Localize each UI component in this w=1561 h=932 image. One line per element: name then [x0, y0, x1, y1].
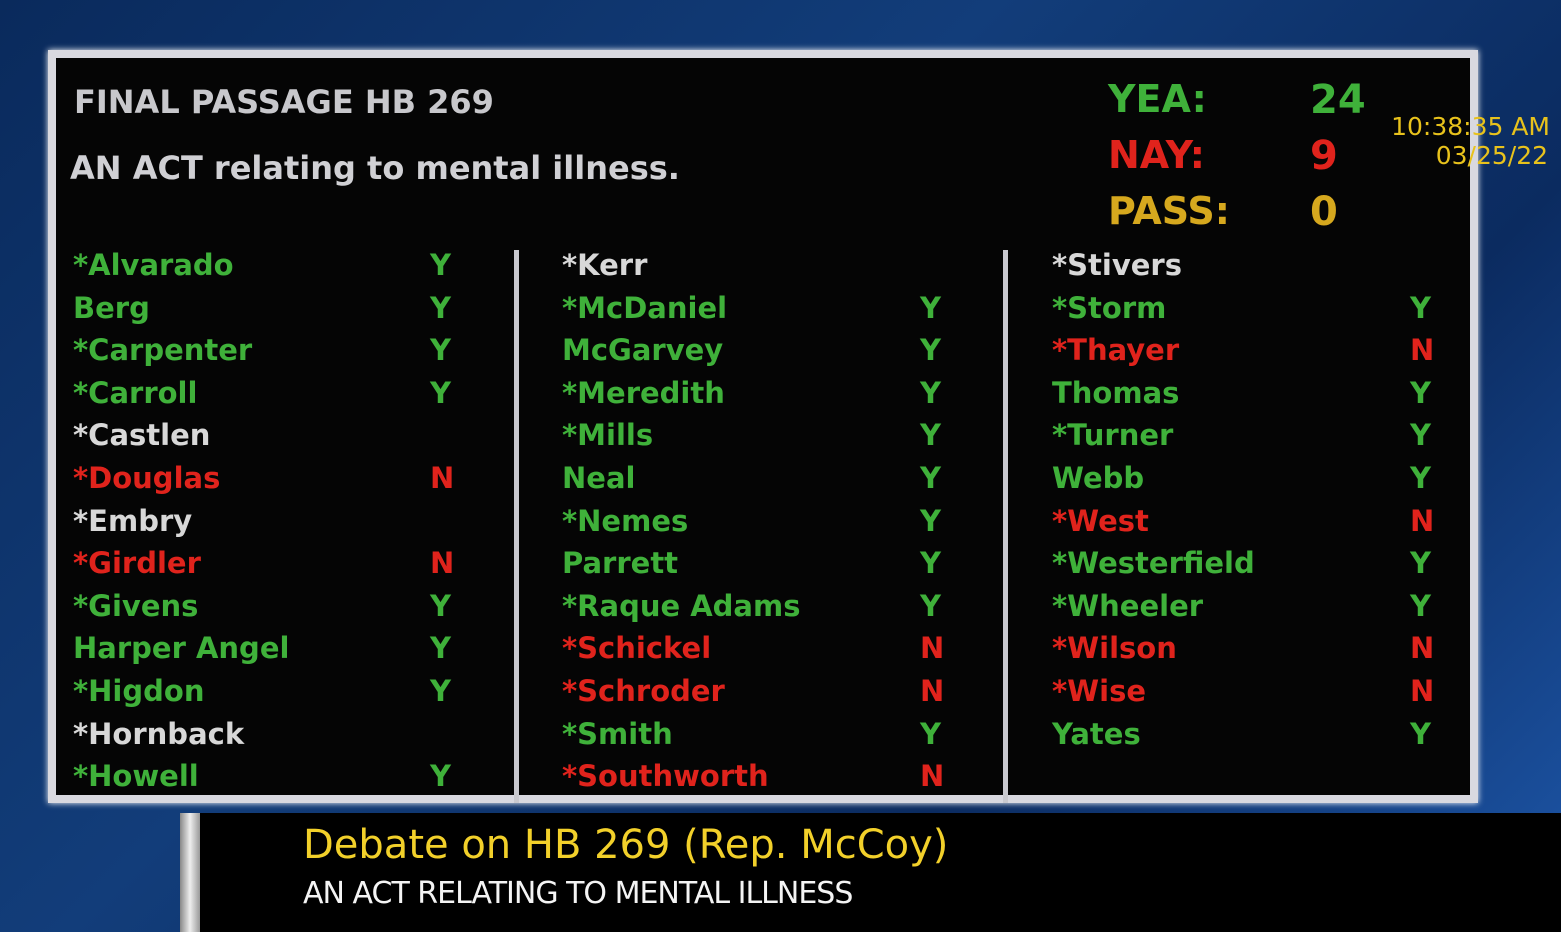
member-name: *Alvarado: [73, 248, 234, 282]
member-name: Berg: [73, 290, 150, 325]
member-name: *Douglas: [73, 461, 221, 495]
member-vote: Y: [1410, 290, 1431, 325]
member-name: Harper Angel: [73, 631, 290, 666]
divider: [514, 250, 519, 803]
member-name: *Schickel: [562, 631, 712, 666]
member-name: McGarvey: [562, 333, 724, 368]
member-vote: Y: [920, 333, 941, 368]
member-vote: Y: [920, 716, 941, 751]
tally-value: 24: [1310, 77, 1366, 123]
member-vote: Y: [920, 546, 941, 581]
member-vote: N: [1410, 503, 1435, 538]
member-name: Webb: [1052, 461, 1145, 495]
member-name: Thomas: [1052, 375, 1180, 410]
member-name: *Storm: [1052, 290, 1167, 325]
member-name: *Nemes: [562, 503, 689, 538]
member-vote: Y: [1410, 588, 1431, 623]
tally-label: PASS:: [1108, 189, 1230, 233]
time: 10:38:35 AM: [1391, 112, 1550, 141]
member-name: *Wise: [1052, 674, 1147, 708]
member-vote: Y: [920, 418, 941, 453]
member-name: *Raque Adams: [562, 588, 801, 623]
member-vote: N: [1410, 333, 1435, 368]
board-subtitle: AN ACT relating to mental illness.: [70, 149, 680, 187]
member-vote: Y: [1410, 546, 1431, 581]
member-vote: Y: [920, 375, 941, 410]
member-name: *Howell: [73, 759, 199, 794]
member-vote: N: [1410, 674, 1435, 708]
member-name: *McDaniel: [562, 290, 728, 325]
member-vote: Y: [430, 290, 451, 325]
member-name: *Smith: [562, 716, 673, 751]
member-vote: N: [430, 461, 455, 495]
member-name: *Givens: [73, 588, 199, 623]
member-vote: Y: [430, 248, 451, 282]
member-name: Parrett: [562, 546, 679, 581]
member-name: *Meredith: [562, 375, 725, 410]
member-name: *Thayer: [1052, 333, 1180, 368]
member-name: *Hornback: [73, 716, 245, 751]
member-vote: Y: [1410, 375, 1431, 410]
member-name: *Westerfield: [1052, 546, 1255, 581]
lower-third-title: Debate on HB 269 (Rep. McCoy): [303, 822, 949, 868]
member-name: *West: [1052, 503, 1149, 538]
member-vote: Y: [920, 588, 941, 623]
member-name: *Kerr: [562, 248, 648, 282]
lower-third-strip: [180, 813, 200, 932]
member-name: *Mills: [562, 418, 654, 453]
vote-board: FINAL PASSAGE HB 269 AN ACT relating to …: [48, 50, 1478, 803]
member-vote: Y: [920, 461, 941, 495]
member-name: Neal: [562, 461, 636, 495]
member-vote: N: [920, 759, 945, 794]
member-name: Yates: [1052, 716, 1141, 751]
member-vote: Y: [430, 631, 451, 666]
member-name: *Girdler: [73, 546, 201, 581]
lower-third-subtitle: AN ACT RELATING TO MENTAL ILLNESS: [303, 876, 853, 911]
date: 03/25/22: [1435, 141, 1548, 170]
member-vote: Y: [430, 375, 451, 410]
member-name: *Wilson: [1052, 631, 1177, 666]
tally-value: 0: [1310, 189, 1338, 235]
member-name: *Turner: [1052, 418, 1174, 453]
member-name: *Castlen: [73, 418, 211, 453]
board-title: FINAL PASSAGE HB 269: [74, 83, 494, 121]
member-name: *Wheeler: [1052, 588, 1204, 623]
tally-label: NAY:: [1108, 133, 1205, 177]
member-vote: N: [920, 631, 945, 666]
member-name: *Higdon: [73, 674, 205, 708]
lower-third: [180, 813, 1561, 932]
member-vote: Y: [1410, 461, 1431, 495]
member-name: *Embry: [73, 503, 193, 538]
member-vote: Y: [920, 290, 941, 325]
member-vote: Y: [430, 759, 451, 794]
member-vote: Y: [1410, 716, 1431, 751]
member-name: *Stivers: [1052, 248, 1182, 282]
member-vote: N: [1410, 631, 1435, 666]
member-name: *Southworth: [562, 759, 769, 794]
member-vote: Y: [920, 503, 941, 538]
member-vote: Y: [1410, 418, 1431, 453]
tally-label: YEA:: [1108, 77, 1207, 121]
member-vote: N: [430, 546, 455, 581]
member-vote: Y: [430, 333, 451, 368]
member-name: *Carpenter: [73, 333, 253, 368]
member-vote: Y: [430, 674, 451, 708]
member-vote: Y: [430, 588, 451, 623]
member-vote: N: [920, 674, 945, 708]
member-name: *Carroll: [73, 375, 198, 410]
divider: [1003, 250, 1008, 803]
tally-value: 9: [1310, 133, 1338, 179]
member-name: *Schroder: [562, 674, 725, 708]
